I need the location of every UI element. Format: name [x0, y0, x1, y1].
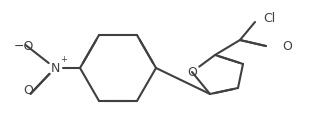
- Text: O: O: [23, 84, 33, 97]
- Text: N: N: [50, 61, 60, 74]
- Text: O: O: [187, 65, 197, 78]
- Text: Cl: Cl: [263, 11, 275, 24]
- Text: −O: −O: [14, 41, 34, 53]
- Text: O: O: [282, 41, 292, 53]
- Text: +: +: [61, 55, 67, 65]
